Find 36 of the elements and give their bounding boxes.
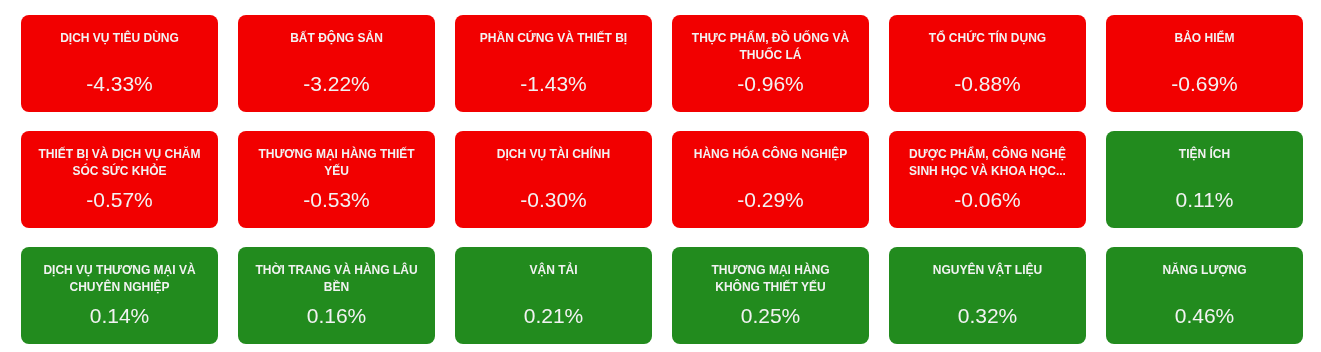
data-label: 0.11% [1175,187,1234,211]
category-label: THỰC PHẨM, ĐỒ UỐNG VÀ THUỐC LÁ [691,30,850,63]
data-label: -0.29% [737,187,804,211]
category-label: DỊCH VỤ TIÊU DÙNG [60,30,179,46]
category-label: THƯƠNG MẠI HÀNG THIẾT YẾU [258,146,416,179]
category-label: THIẾT BỊ VÀ DỊCH VỤ CHĂM SÓC SỨC KHỎE [38,146,201,179]
data-label: -0.06% [954,187,1021,211]
category-label: TIỆN ÍCH [1178,146,1231,162]
category-label: HÀNG HÓA CÔNG NGHIỆP [693,146,848,162]
category-label: PHẦN CỨNG VÀ THIẾT BỊ [479,30,628,46]
data-label: 0.14% [89,303,150,327]
category-label: THƯƠNG MẠI HÀNG KHÔNG THIẾT YẾU [711,262,830,295]
category-label: DỊCH VỤ TÀI CHÍNH [496,146,611,162]
data-label: 0.21% [523,303,584,327]
data-label: 0.32% [957,303,1018,327]
data-label: -3.22% [303,71,370,95]
category-label: NĂNG LƯỢNG [1162,262,1247,278]
data-label: -4.33% [86,71,153,95]
data-label: -0.88% [954,71,1021,95]
category-label: NGUYÊN VẬT LIỆU [932,262,1043,278]
data-label: -0.30% [520,187,587,211]
category-label: BẢO HIỂM [1174,30,1235,46]
data-label: 0.16% [306,303,367,327]
data-label: -0.69% [1171,71,1238,95]
data-label: -0.96% [737,71,804,95]
category-label: DỊCH VỤ THƯƠNG MẠI VÀ CHUYÊN NGHIỆP [43,262,196,295]
data-label: -0.53% [303,187,370,211]
category-label: DƯỢC PHẨM, CÔNG NGHỆ SINH HỌC VÀ KHOA HỌC... [909,146,1066,179]
data-label: -0.57% [86,187,153,211]
data-label: 0.25% [740,303,801,327]
category-label: VẬN TẢI [529,262,578,278]
category-label: THỜI TRANG VÀ HÀNG LÂU BỀN [255,262,418,295]
category-label: TỔ CHỨC TÍN DỤNG [928,30,1047,46]
data-label: -1.43% [520,71,587,95]
data-label: 0.46% [1174,303,1235,327]
category-label: BẤT ĐỘNG SẢN [290,30,383,46]
